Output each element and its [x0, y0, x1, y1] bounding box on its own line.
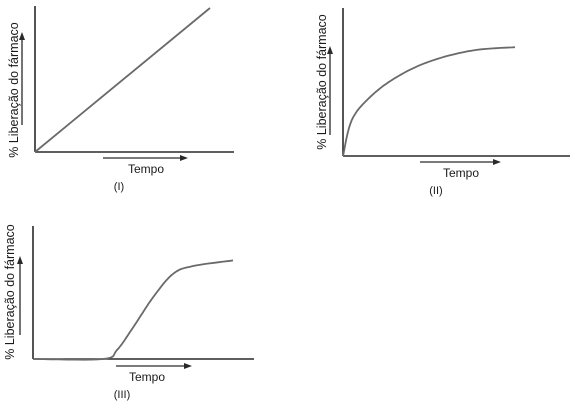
chart-3-x-arrow: [116, 363, 192, 369]
chart-2-x-arrow: [420, 159, 501, 165]
chart-1-series-line: [34, 7, 211, 153]
chart-1: % Liberação do fármaco Tempo (I): [7, 6, 234, 193]
chart-2-y-label: % Liberação do fármaco: [315, 14, 329, 150]
chart-2: % Liberação do fármaco Tempo (II): [315, 8, 570, 197]
chart-2-y-arrow: [327, 46, 333, 135]
chart-2-caption: (II): [429, 185, 442, 197]
chart-2-series-line: [342, 46, 516, 157]
chart-1-x-arrow: [103, 155, 188, 161]
chart-1-y-arrow: [19, 32, 25, 125]
chart-3-y-arrow: [17, 256, 23, 335]
chart-3-caption: (III): [114, 389, 131, 401]
chart-3-series-line: [33, 259, 234, 361]
chart-3-y-label: % Liberação do fármaco: [3, 224, 17, 360]
chart-3: % Liberação do fármaco Tempo (III): [3, 224, 254, 401]
chart-2-x-label: Tempo: [443, 166, 479, 180]
chart-1-y-label: % Liberação do fármaco: [7, 22, 21, 158]
chart-3-x-label: Tempo: [129, 370, 165, 384]
chart-1-caption: (I): [114, 181, 124, 193]
chart-1-x-label: Tempo: [128, 162, 164, 176]
